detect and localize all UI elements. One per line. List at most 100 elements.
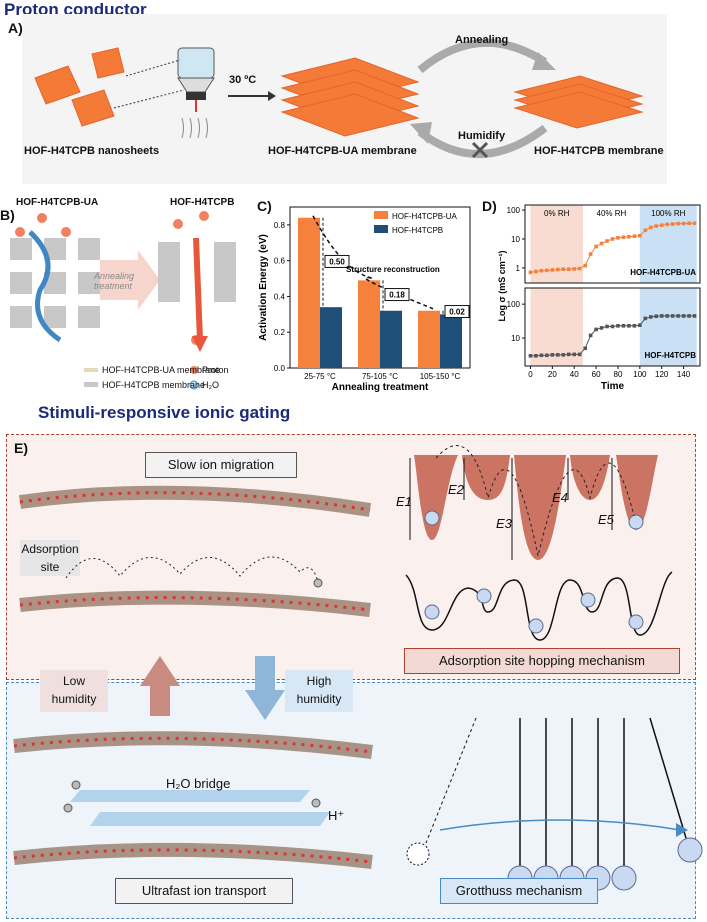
annealing-arrow — [417, 38, 548, 74]
chart-d-point — [610, 324, 615, 329]
chart-d-ytick-label: 100 — [507, 206, 521, 215]
chart-d-point — [616, 235, 620, 240]
chart-d-point — [534, 353, 538, 358]
chart-d-point — [665, 222, 669, 227]
energy-profile-curve — [405, 571, 673, 641]
membrane-stack-icon — [513, 75, 644, 129]
chart-d-point — [627, 234, 631, 239]
chart-d-region-100rh — [639, 205, 697, 283]
chart-d-point — [539, 268, 544, 273]
chart-c-diff-label: 0.50 — [329, 257, 345, 266]
chart-c-ytick-label: 0.6 — [274, 257, 286, 266]
chart-d-point — [605, 239, 609, 243]
chart-c-legend-swatch-m — [374, 225, 388, 233]
ion-icon — [313, 578, 323, 588]
molecular-layer-bottom-1 — [13, 731, 373, 759]
chart-d-xtick-label: 120 — [655, 370, 669, 379]
newtons-cradle-icon — [406, 717, 703, 891]
chart-d-point — [621, 235, 626, 240]
chart-d-point — [654, 314, 659, 319]
chart-c-ytick-label: 0.2 — [274, 328, 286, 337]
hopping-mechanism-label: Adsorption site hopping mechanism — [404, 648, 680, 674]
energy-e4: E4 — [552, 490, 568, 505]
chart-d-series-name: HOF-H4TCPB — [644, 351, 696, 360]
chart-d-point — [605, 324, 609, 329]
annealing-treatment-arrow — [100, 250, 160, 310]
chart-c-ytick-label: 0.0 — [274, 364, 286, 373]
chart-d-point — [654, 224, 659, 228]
energy-e3: E3 — [496, 516, 512, 531]
chart-d-xtick-label: 0 — [528, 370, 533, 379]
chart-c-ytick-label: 0.4 — [274, 292, 286, 301]
chart-d-point — [659, 223, 664, 228]
temp-label: 30 ºC — [229, 74, 257, 86]
chart-c-annotation: Structure reconstruction — [346, 265, 440, 274]
chart-c-bar-ua — [418, 310, 440, 368]
chart-c-ylabel: Activation Energy (eV) — [258, 234, 269, 341]
chart-d-point — [687, 221, 691, 226]
ion-spheres — [424, 588, 644, 634]
chart-d-point — [583, 346, 587, 351]
blocked-icon — [471, 141, 489, 159]
legend-ua-membrane: HOF-H4TCPB-UA membrane — [102, 365, 221, 375]
chart-d-point — [681, 314, 686, 318]
chart-d-point — [687, 314, 691, 318]
chart-d-region-label: 0% RH — [544, 209, 570, 218]
chart-d-series-name: HOF-H4TCPB-UA — [630, 268, 696, 277]
energy-well-icons — [414, 445, 658, 560]
filter-funnel-icon — [113, 47, 215, 139]
chart-d-ytick-label: 10 — [511, 235, 520, 244]
chart-d-point — [566, 352, 571, 357]
molecular-layer-bottom-2 — [13, 842, 373, 869]
hof-block-right — [214, 242, 236, 302]
energy-e5: E5 — [598, 512, 614, 527]
chart-d-point — [566, 267, 571, 272]
chart-d-region-label: 40% RH — [597, 209, 627, 218]
chart-d-point — [632, 234, 637, 238]
chart-c-bar-m — [380, 310, 402, 368]
chart-d-point — [648, 225, 653, 230]
legend-h2o: H₂O — [202, 380, 219, 390]
water-bridge-icon — [70, 790, 330, 826]
legend-membrane: HOF-H4TCPB membrane — [102, 380, 206, 390]
energy-e2: E2 — [448, 482, 464, 497]
chart-d-point — [659, 314, 664, 318]
annealing-label: Annealing — [455, 34, 509, 46]
chart-d-point — [594, 244, 598, 249]
chart-c-diff-box — [324, 254, 350, 268]
chart-d-point — [692, 314, 697, 318]
chart-c-ytick-label: 0.8 — [274, 221, 286, 230]
hof-block-left — [158, 242, 180, 302]
chart-d-point — [588, 252, 593, 256]
chart-d-point — [599, 241, 604, 246]
chart-d-point — [665, 314, 669, 318]
ultrafast-transport-label: Ultrafast ion transport — [115, 878, 293, 904]
chart-d-point — [643, 228, 648, 233]
panel-a-label: A) — [8, 20, 23, 36]
chart-d-point — [638, 323, 642, 327]
chart-d-ytick-label: 10 — [511, 334, 520, 343]
chart-d-point — [632, 324, 637, 328]
chart-d-point — [556, 353, 560, 357]
chart-c-diff-label: 0.18 — [389, 291, 405, 300]
proton-label: H⁺ — [328, 808, 345, 823]
low-humidity-arrow — [140, 656, 180, 716]
low-humidity-label: Low humidity — [40, 670, 108, 712]
chart-c-xtick-label: 75-105 °C — [362, 372, 398, 381]
chart-c-xtick-label: 105-150 °C — [420, 372, 461, 381]
chart-d-region-label: 100% RH — [651, 209, 685, 218]
chart-d-point — [599, 326, 604, 330]
legend-proton: Proton — [202, 365, 229, 375]
molecular-layer-top-1 — [19, 485, 372, 517]
chart-d-point — [561, 267, 566, 272]
panel-d-label: D) — [482, 198, 497, 214]
chart-d-xtick-label: 80 — [614, 370, 623, 379]
chart-c-diff-box — [384, 288, 410, 302]
chart-d-point — [545, 353, 549, 358]
ua-membrane-stack-icon — [280, 57, 420, 137]
chart-d-xtick-label: 20 — [548, 370, 557, 379]
chart-d-xtick-label: 40 — [570, 370, 579, 379]
chart-d-point — [627, 324, 631, 328]
chart-d-point — [670, 222, 675, 226]
